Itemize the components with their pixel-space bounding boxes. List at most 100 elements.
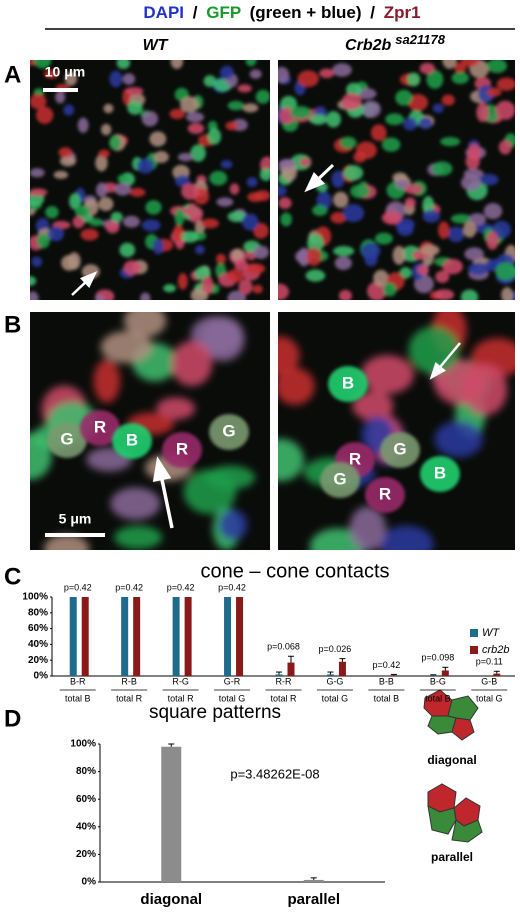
cell [467, 262, 489, 276]
cell [253, 245, 269, 259]
cell [246, 263, 266, 275]
y-tick-label: 80% [28, 607, 48, 618]
cell [55, 90, 66, 104]
cell [241, 213, 259, 231]
p-value: p=3.48262E-08 [230, 766, 319, 781]
cell [305, 269, 326, 282]
cell [125, 87, 144, 96]
cell [404, 197, 416, 208]
cell [185, 112, 205, 123]
cell [67, 252, 81, 270]
cell [397, 223, 414, 236]
cell [163, 284, 176, 293]
cell [404, 184, 423, 195]
cell [435, 270, 450, 283]
cell [383, 282, 397, 297]
cell [201, 276, 214, 294]
cell [30, 291, 39, 300]
cell [145, 200, 162, 215]
cell [246, 177, 258, 188]
x-tick-label: R-R [276, 676, 292, 686]
cell [356, 88, 377, 100]
cell [408, 326, 460, 374]
cell-label: B [126, 430, 138, 449]
x-tick-sublabel: total G [219, 693, 246, 703]
header-part: Zpr1 [384, 3, 421, 22]
cell [114, 182, 132, 196]
schematic-label: parallel [431, 850, 473, 864]
p-value: p=0.42 [64, 582, 92, 592]
cell [350, 184, 370, 199]
bar [161, 746, 182, 882]
cell [385, 113, 404, 126]
x-tick-sublabel: total R [168, 693, 195, 703]
cell [334, 256, 352, 270]
y-tick-label: 80% [76, 766, 96, 777]
y-tick-label: 60% [28, 623, 48, 634]
x-tick-sublabel: total B [374, 693, 400, 703]
cell [179, 96, 199, 113]
cell [80, 228, 99, 241]
legend-swatch [470, 629, 478, 637]
y-tick-label: 20% [76, 849, 96, 860]
bar [133, 597, 141, 676]
x-tick-label: B-B [379, 676, 394, 686]
cell [361, 100, 381, 118]
cell [342, 204, 365, 223]
cell [112, 423, 152, 459]
bar [493, 673, 501, 676]
bar [441, 670, 449, 676]
cell [30, 275, 37, 286]
y-tick-label: 100% [70, 739, 96, 750]
cell [89, 218, 104, 227]
bar [224, 597, 232, 676]
cell [460, 289, 479, 300]
cell [238, 278, 253, 295]
cell [227, 100, 245, 111]
bar [429, 675, 437, 676]
x-tick-sublabel: total R [116, 693, 143, 703]
cell [381, 137, 401, 152]
cell [479, 173, 499, 186]
chart-title: square patterns [149, 702, 281, 723]
cell [117, 174, 129, 183]
cell [72, 215, 85, 229]
cell [486, 60, 508, 74]
cell [110, 211, 123, 223]
p-value: p=0.11 [476, 657, 503, 667]
bar [121, 597, 129, 676]
p-value: p=0.42 [218, 582, 246, 592]
cell [109, 70, 123, 88]
cells [30, 60, 270, 300]
legend-label: WT [482, 627, 500, 639]
cell [395, 179, 410, 189]
cell [216, 197, 234, 207]
cell [36, 106, 54, 124]
cell [152, 238, 164, 255]
header-part: DAPI [143, 3, 184, 22]
header-part: / [193, 3, 198, 22]
header-part: (green + blue) [250, 3, 362, 22]
cell-label: B [434, 463, 446, 482]
cell [77, 117, 89, 133]
cell [420, 456, 460, 492]
cell [498, 140, 512, 155]
y-tick-label: 0% [82, 877, 97, 888]
cell [103, 103, 114, 114]
cell [280, 212, 292, 227]
cell [381, 211, 402, 225]
cell [450, 214, 472, 224]
cell [170, 60, 184, 70]
cell [177, 152, 194, 162]
bar [172, 597, 180, 676]
cell [438, 221, 450, 239]
cell [58, 147, 73, 158]
cell [141, 111, 159, 127]
cell [64, 71, 78, 86]
cell [177, 272, 188, 290]
cell [253, 222, 269, 239]
cell [380, 432, 420, 468]
cell [312, 204, 328, 216]
cell [370, 124, 387, 142]
arrow-head [429, 362, 446, 380]
